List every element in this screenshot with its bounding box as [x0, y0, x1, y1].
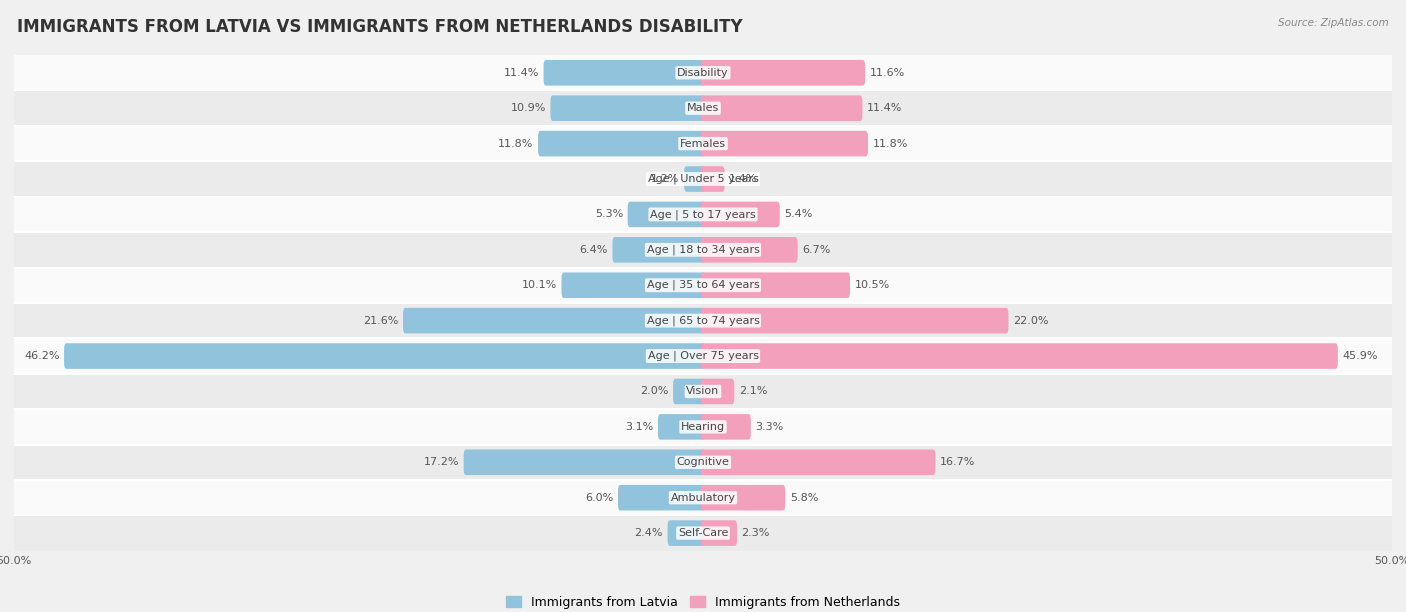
FancyBboxPatch shape — [14, 196, 1392, 232]
Text: 46.2%: 46.2% — [24, 351, 59, 361]
FancyBboxPatch shape — [700, 131, 868, 157]
FancyBboxPatch shape — [700, 166, 724, 192]
FancyBboxPatch shape — [700, 95, 862, 121]
Text: 45.9%: 45.9% — [1343, 351, 1378, 361]
Text: 22.0%: 22.0% — [1012, 316, 1049, 326]
Text: Vision: Vision — [686, 386, 720, 397]
Legend: Immigrants from Latvia, Immigrants from Netherlands: Immigrants from Latvia, Immigrants from … — [506, 596, 900, 609]
Text: 6.4%: 6.4% — [579, 245, 607, 255]
FancyBboxPatch shape — [700, 485, 786, 510]
FancyBboxPatch shape — [14, 232, 1392, 267]
FancyBboxPatch shape — [700, 520, 737, 546]
Text: 10.1%: 10.1% — [522, 280, 557, 290]
Text: 2.1%: 2.1% — [738, 386, 768, 397]
Text: Hearing: Hearing — [681, 422, 725, 432]
Text: 6.0%: 6.0% — [585, 493, 613, 502]
FancyBboxPatch shape — [14, 267, 1392, 303]
Text: IMMIGRANTS FROM LATVIA VS IMMIGRANTS FROM NETHERLANDS DISABILITY: IMMIGRANTS FROM LATVIA VS IMMIGRANTS FRO… — [17, 18, 742, 36]
FancyBboxPatch shape — [700, 449, 935, 475]
Text: Females: Females — [681, 138, 725, 149]
FancyBboxPatch shape — [700, 272, 851, 298]
Text: 3.1%: 3.1% — [626, 422, 654, 432]
FancyBboxPatch shape — [14, 126, 1392, 162]
FancyBboxPatch shape — [613, 237, 706, 263]
FancyBboxPatch shape — [700, 343, 1337, 369]
Text: 5.4%: 5.4% — [785, 209, 813, 220]
FancyBboxPatch shape — [404, 308, 706, 334]
Text: 6.7%: 6.7% — [803, 245, 831, 255]
Text: 10.9%: 10.9% — [510, 103, 546, 113]
FancyBboxPatch shape — [700, 60, 865, 86]
FancyBboxPatch shape — [14, 338, 1392, 374]
Text: Age | Over 75 years: Age | Over 75 years — [648, 351, 758, 361]
FancyBboxPatch shape — [700, 414, 751, 439]
Text: Age | 65 to 74 years: Age | 65 to 74 years — [647, 315, 759, 326]
FancyBboxPatch shape — [668, 520, 706, 546]
Text: 5.8%: 5.8% — [790, 493, 818, 502]
FancyBboxPatch shape — [544, 60, 706, 86]
Text: 1.4%: 1.4% — [730, 174, 758, 184]
Text: 11.4%: 11.4% — [868, 103, 903, 113]
Text: Age | 18 to 34 years: Age | 18 to 34 years — [647, 245, 759, 255]
FancyBboxPatch shape — [627, 201, 706, 227]
Text: 11.4%: 11.4% — [503, 68, 538, 78]
Text: Age | Under 5 years: Age | Under 5 years — [648, 174, 758, 184]
Text: Males: Males — [688, 103, 718, 113]
FancyBboxPatch shape — [14, 515, 1392, 551]
Text: Source: ZipAtlas.com: Source: ZipAtlas.com — [1278, 18, 1389, 28]
Text: Age | 35 to 64 years: Age | 35 to 64 years — [647, 280, 759, 291]
FancyBboxPatch shape — [14, 444, 1392, 480]
FancyBboxPatch shape — [551, 95, 706, 121]
FancyBboxPatch shape — [700, 201, 780, 227]
FancyBboxPatch shape — [14, 303, 1392, 338]
Text: 2.4%: 2.4% — [634, 528, 664, 538]
Text: 16.7%: 16.7% — [941, 457, 976, 468]
FancyBboxPatch shape — [14, 91, 1392, 126]
Text: Age | 5 to 17 years: Age | 5 to 17 years — [650, 209, 756, 220]
Text: 17.2%: 17.2% — [423, 457, 460, 468]
FancyBboxPatch shape — [464, 449, 706, 475]
Text: 2.0%: 2.0% — [640, 386, 669, 397]
Text: 11.8%: 11.8% — [498, 138, 533, 149]
FancyBboxPatch shape — [685, 166, 706, 192]
FancyBboxPatch shape — [14, 162, 1392, 196]
FancyBboxPatch shape — [700, 237, 797, 263]
FancyBboxPatch shape — [65, 343, 706, 369]
FancyBboxPatch shape — [700, 308, 1008, 334]
FancyBboxPatch shape — [673, 379, 706, 405]
Text: 11.6%: 11.6% — [870, 68, 905, 78]
FancyBboxPatch shape — [700, 379, 734, 405]
FancyBboxPatch shape — [538, 131, 706, 157]
FancyBboxPatch shape — [14, 374, 1392, 409]
Text: 2.3%: 2.3% — [741, 528, 770, 538]
FancyBboxPatch shape — [619, 485, 706, 510]
Text: 11.8%: 11.8% — [873, 138, 908, 149]
Text: 3.3%: 3.3% — [755, 422, 783, 432]
Text: Disability: Disability — [678, 68, 728, 78]
FancyBboxPatch shape — [14, 409, 1392, 444]
Text: Ambulatory: Ambulatory — [671, 493, 735, 502]
FancyBboxPatch shape — [561, 272, 706, 298]
Text: 5.3%: 5.3% — [595, 209, 623, 220]
FancyBboxPatch shape — [14, 55, 1392, 91]
Text: Self-Care: Self-Care — [678, 528, 728, 538]
Text: 21.6%: 21.6% — [363, 316, 398, 326]
Text: 1.2%: 1.2% — [651, 174, 679, 184]
FancyBboxPatch shape — [658, 414, 706, 439]
Text: Cognitive: Cognitive — [676, 457, 730, 468]
Text: 10.5%: 10.5% — [855, 280, 890, 290]
FancyBboxPatch shape — [14, 480, 1392, 515]
